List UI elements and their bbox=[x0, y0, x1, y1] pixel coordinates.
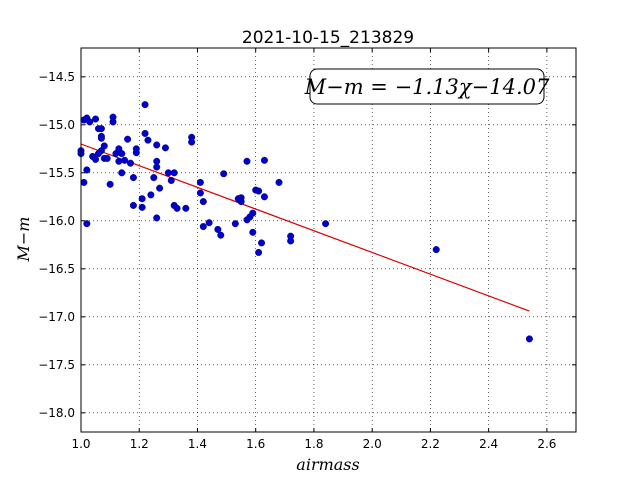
x-tick-label: 1.4 bbox=[188, 437, 207, 451]
x-tick-label: 2.4 bbox=[479, 437, 498, 451]
x-axis-label: airmass bbox=[296, 455, 359, 474]
data-point bbox=[153, 141, 161, 149]
data-point bbox=[150, 174, 158, 182]
data-point bbox=[83, 220, 91, 228]
data-point bbox=[173, 204, 181, 212]
data-point bbox=[231, 220, 239, 228]
data-point bbox=[144, 136, 152, 144]
data-point bbox=[258, 239, 266, 247]
data-point bbox=[103, 154, 111, 162]
data-point bbox=[97, 134, 105, 142]
x-tick-label: 1.6 bbox=[246, 437, 265, 451]
data-point bbox=[260, 156, 268, 164]
data-point bbox=[138, 203, 146, 211]
y-tick-label: −15.5 bbox=[38, 166, 75, 180]
data-point bbox=[118, 150, 126, 158]
grid bbox=[80, 48, 576, 432]
data-point bbox=[237, 198, 245, 206]
data-point bbox=[86, 118, 94, 126]
data-point bbox=[156, 184, 164, 192]
data-point bbox=[188, 138, 196, 146]
x-tick-label: 1.2 bbox=[130, 437, 149, 451]
data-point bbox=[118, 169, 126, 177]
data-point bbox=[199, 223, 207, 231]
fit-line-group bbox=[80, 143, 530, 312]
data-point bbox=[97, 125, 105, 133]
data-point bbox=[115, 157, 123, 165]
plot-frame bbox=[80, 47, 577, 433]
x-tick-label: 2.2 bbox=[421, 437, 440, 451]
data-point bbox=[92, 155, 100, 163]
y-tick-label: −16.0 bbox=[38, 214, 75, 228]
data-point bbox=[260, 193, 268, 201]
data-point bbox=[141, 101, 149, 109]
x-tick-label: 1.8 bbox=[304, 437, 323, 451]
data-point bbox=[249, 228, 257, 236]
data-point bbox=[106, 180, 114, 188]
data-point bbox=[161, 144, 169, 152]
data-point bbox=[129, 201, 137, 209]
data-point bbox=[109, 118, 117, 126]
data-point bbox=[138, 195, 146, 203]
data-point bbox=[220, 170, 228, 178]
x-tick-label: 2.6 bbox=[537, 437, 556, 451]
data-point bbox=[199, 198, 207, 206]
data-point bbox=[214, 225, 222, 233]
data-point bbox=[126, 159, 134, 167]
data-point bbox=[147, 191, 155, 199]
data-point bbox=[205, 219, 213, 227]
data-point bbox=[92, 115, 100, 123]
y-axis: −14.5 −15.0 −15.5 −16.0 −16.5 −17.0 −17.5 −18.0 bbox=[38, 70, 576, 420]
annotation-box bbox=[309, 68, 545, 105]
data-point bbox=[129, 174, 137, 182]
y-tick-label: −14.5 bbox=[38, 70, 75, 84]
data-point bbox=[249, 209, 257, 217]
y-tick-label: −16.5 bbox=[38, 262, 75, 276]
y-tick-label: −17.0 bbox=[38, 310, 75, 324]
fit-line bbox=[80, 143, 530, 312]
data-point bbox=[525, 335, 533, 343]
data-point bbox=[196, 178, 204, 186]
data-point bbox=[287, 232, 295, 240]
y-axis-label: M−m bbox=[14, 217, 33, 263]
data-point bbox=[132, 149, 140, 157]
data-point bbox=[182, 204, 190, 212]
data-point bbox=[432, 246, 440, 254]
data-point bbox=[275, 178, 283, 186]
fit-equation: M−m = −1.13χ−14.07 bbox=[304, 75, 550, 99]
x-axis: 1.0 1.2 1.4 1.6 1.8 2.0 2.2 2.4 2.6 bbox=[71, 48, 556, 451]
data-point bbox=[164, 169, 172, 177]
data-point bbox=[124, 135, 132, 143]
data-point bbox=[243, 157, 251, 165]
data-points bbox=[77, 101, 533, 343]
x-tick-label: 2.0 bbox=[363, 437, 382, 451]
data-point bbox=[255, 187, 263, 195]
data-point bbox=[167, 176, 175, 184]
data-point bbox=[255, 248, 263, 256]
x-tick-label: 1.0 bbox=[71, 437, 90, 451]
data-point bbox=[170, 169, 178, 177]
data-point bbox=[94, 150, 102, 158]
data-point bbox=[322, 220, 330, 228]
data-point bbox=[217, 231, 225, 239]
data-point bbox=[153, 214, 161, 222]
y-tick-label: −17.5 bbox=[38, 358, 75, 372]
data-point bbox=[80, 178, 88, 186]
data-point bbox=[121, 156, 129, 164]
fit-equation-box: M−m = −1.13χ−14.07 bbox=[304, 68, 550, 105]
data-point bbox=[83, 166, 91, 174]
data-point bbox=[153, 163, 161, 171]
data-point bbox=[141, 129, 149, 137]
chart-title: 2021-10-15_213829 bbox=[242, 28, 414, 48]
data-point bbox=[196, 189, 204, 197]
y-tick-label: −18.0 bbox=[38, 406, 75, 420]
y-tick-label: −15.0 bbox=[38, 118, 75, 132]
